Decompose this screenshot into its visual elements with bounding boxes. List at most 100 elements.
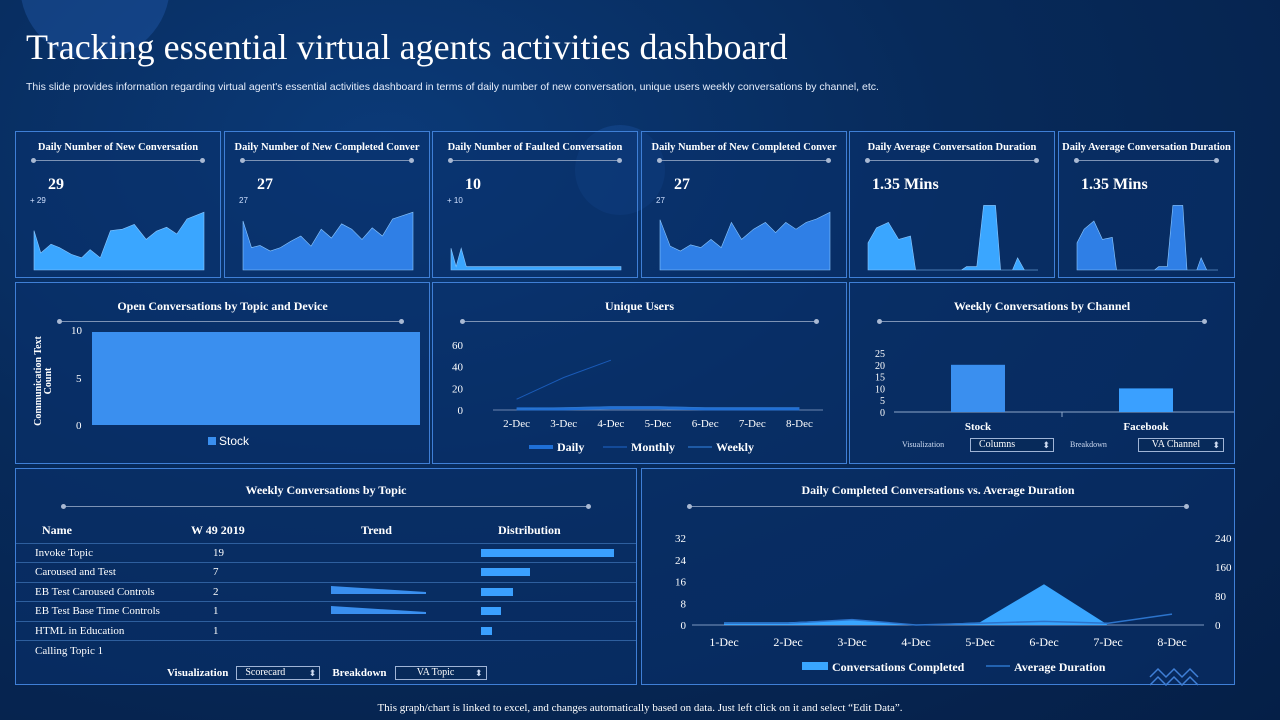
breakdown-select[interactable]: VA Channel bbox=[1138, 438, 1224, 452]
col-header-week[interactable]: W 49 2019 bbox=[191, 523, 245, 538]
kpi-value: 27 bbox=[674, 176, 690, 193]
kpi-card[interactable]: Daily Average Conversation Duration 1.35 … bbox=[849, 131, 1055, 278]
trend-shape bbox=[331, 586, 426, 595]
series-line-average-duration[interactable] bbox=[724, 613, 1173, 626]
page-title: Tracking essential virtual agents activi… bbox=[26, 27, 788, 67]
weekly-topic-panel[interactable]: Weekly Conversations by Topic Name W 49 … bbox=[15, 468, 637, 685]
visualization-select[interactable]: Scorecard bbox=[236, 666, 321, 680]
title-divider bbox=[460, 319, 819, 324]
topic-count: 2 bbox=[191, 581, 321, 602]
series-line-daily[interactable] bbox=[516, 406, 800, 411]
series-line-monthly[interactable] bbox=[516, 359, 612, 400]
series-line-weekly[interactable] bbox=[516, 406, 800, 410]
kpi-card[interactable]: Daily Average Conversation Duration 1.35 … bbox=[1058, 131, 1235, 278]
topic-name: EB Test Caroused Controls bbox=[16, 581, 191, 602]
y-tick-right: 160 bbox=[1215, 562, 1232, 574]
topic-count: 1 bbox=[191, 601, 321, 621]
x-tick: 7-Dec bbox=[1093, 635, 1122, 649]
page-subtitle: This slide provides information regardin… bbox=[26, 81, 879, 93]
footnote: This graph/chart is linked to excel, and… bbox=[377, 702, 903, 714]
bar-stock[interactable] bbox=[951, 364, 1005, 412]
table-row[interactable]: Invoke Topic 19 bbox=[16, 542, 636, 563]
table-row[interactable]: Calling Topic 1 bbox=[16, 640, 636, 660]
legend-swatch bbox=[208, 437, 216, 445]
table-row[interactable]: EB Test Caroused Controls 2 bbox=[16, 581, 636, 602]
topic-name: HTML in Education bbox=[16, 620, 191, 641]
topic-name: EB Test Base Time Controls bbox=[16, 601, 191, 621]
table-row[interactable]: EB Test Base Time Controls 1 bbox=[16, 601, 636, 621]
x-tick: 5-Dec bbox=[645, 418, 672, 430]
weekly-channel-panel[interactable]: Weekly Conversations by Channel 25 20 15 10… bbox=[849, 282, 1235, 464]
x-tick: 4-Dec bbox=[597, 418, 624, 430]
y-axis-label: Communication Text Count bbox=[33, 336, 54, 426]
table-row[interactable]: Caroused and Test 7 bbox=[16, 562, 636, 582]
legend-label: Average Duration bbox=[1014, 660, 1106, 674]
col-header-name[interactable]: Name bbox=[42, 523, 72, 538]
topic-distribution bbox=[461, 562, 636, 582]
bar-facebook[interactable] bbox=[1119, 388, 1173, 412]
daily-completed-panel[interactable]: Daily Completed Conversations vs. Averag… bbox=[641, 468, 1235, 686]
table-header-row: Name W 49 2019 Trend Distribution bbox=[16, 519, 636, 543]
distribution-bar[interactable] bbox=[481, 607, 501, 616]
panel-title: Unique Users bbox=[604, 299, 674, 313]
topic-count: 7 bbox=[191, 562, 321, 582]
kpi-value: 29 bbox=[48, 176, 64, 193]
unique-users-chart: 60 40 20 0 2-Dec 3-Dec 4-Dec 5-Dec 6-Dec 7-Dec 8-D… bbox=[452, 340, 823, 454]
kpi-sparkline-label: 27 bbox=[656, 196, 665, 205]
kpi-title: Daily Number of New Conversation bbox=[37, 142, 199, 153]
open-conversations-panel[interactable]: Open Conversations by Topic and Device C… bbox=[15, 282, 430, 464]
visualization-label: Visualization bbox=[167, 667, 229, 679]
x-tick: 3-Dec bbox=[837, 635, 866, 649]
panel-title: Open Conversations by Topic and Device bbox=[117, 299, 328, 313]
unique-users-panel[interactable]: Unique Users 60 40 20 0 2-Dec 3-Dec 4-Dec 5-Dec… bbox=[432, 282, 847, 464]
breakdown-select[interactable]: VA Topic bbox=[394, 666, 487, 680]
x-tick: Stock bbox=[965, 421, 992, 433]
distribution-bar[interactable] bbox=[481, 587, 513, 596]
kpi-title: Daily Number of New Completed Conver bbox=[651, 142, 837, 153]
col-header-trend[interactable]: Trend bbox=[361, 523, 392, 538]
y-tick: 25 bbox=[875, 349, 885, 360]
bar-stock[interactable] bbox=[92, 332, 420, 425]
y-tick: 0 bbox=[76, 420, 82, 432]
title-divider bbox=[61, 504, 591, 509]
kpi-card[interactable]: Daily Number of Faulted Conversation 10 + … bbox=[432, 131, 638, 278]
distribution-bar[interactable] bbox=[481, 568, 530, 577]
sparkline-area bbox=[659, 211, 831, 271]
topic-distribution bbox=[461, 620, 636, 641]
y-tick: 0 bbox=[458, 405, 464, 417]
y-tick: 20 bbox=[875, 361, 885, 372]
panel-title: Weekly Conversations by Channel bbox=[953, 299, 1131, 313]
table-row[interactable]: HTML in Education 1 bbox=[16, 620, 636, 641]
col-header-distribution[interactable]: Distribution bbox=[498, 523, 561, 538]
distribution-bar[interactable] bbox=[481, 626, 492, 635]
kpi-value: 10 bbox=[465, 176, 481, 193]
kpi-card[interactable]: Daily Number of New Completed Conver 27 27 bbox=[224, 131, 430, 278]
x-tick: 6-Dec bbox=[1029, 635, 1058, 649]
kpi-sparkline-label: 27 bbox=[239, 196, 248, 205]
visualization-select[interactable]: Columns bbox=[970, 438, 1054, 452]
topic-trend bbox=[321, 601, 461, 621]
legend-label: Stock bbox=[219, 434, 250, 448]
visualization-label: Visualization bbox=[902, 440, 945, 449]
kpi-title: Daily Average Conversation Duration bbox=[1062, 142, 1231, 153]
title-divider bbox=[57, 319, 404, 324]
distribution-bar[interactable] bbox=[481, 548, 614, 557]
x-tick: 4-Dec bbox=[901, 635, 930, 649]
y-tick-left: 0 bbox=[681, 620, 687, 632]
kpi-card[interactable]: Daily Number of New Completed Conver 27 27 bbox=[641, 131, 847, 278]
decor-zigzag bbox=[1149, 675, 1199, 686]
title-divider bbox=[31, 158, 205, 163]
topic-distribution bbox=[461, 542, 636, 563]
kpi-card[interactable]: Daily Number of New Conversation 29 + 29 bbox=[15, 131, 221, 278]
x-tick: 7-Dec bbox=[739, 418, 766, 430]
x-tick: 2-Dec bbox=[503, 418, 530, 430]
kpi-sparkline-label: + 10 bbox=[447, 196, 463, 205]
x-tick: 1-Dec bbox=[709, 635, 738, 649]
series-area-conversations-completed[interactable] bbox=[724, 584, 1172, 625]
topic-name: Invoke Topic bbox=[16, 542, 191, 563]
x-tick: 6-Dec bbox=[692, 418, 719, 430]
trend-sparkline bbox=[331, 605, 426, 614]
kpi-sparkline bbox=[33, 211, 205, 271]
kpi-sparkline bbox=[659, 211, 831, 271]
